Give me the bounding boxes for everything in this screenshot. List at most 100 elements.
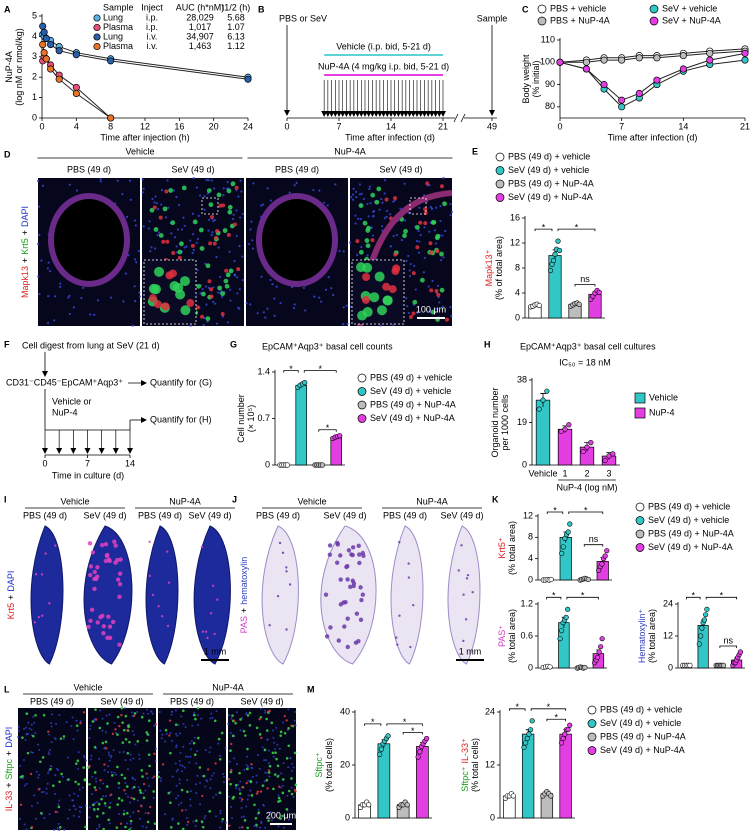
x-axis-label: Time after infection (d) — [608, 132, 698, 142]
nucleus — [238, 245, 241, 248]
mapk13-cell — [218, 203, 223, 208]
sftpc-cell — [246, 714, 250, 717]
lesion — [204, 630, 208, 633]
data-point — [618, 96, 626, 104]
nucleus — [32, 715, 35, 718]
nucleus — [176, 768, 179, 771]
inset-cell — [362, 272, 371, 281]
sftpc-cell — [26, 751, 30, 755]
legend-label: SeV (49 d) + NuP-4A — [370, 413, 455, 423]
chart-title: EpCAM⁺Aqp3⁺ basal cell cultures — [520, 341, 656, 351]
il33-cell — [241, 826, 244, 829]
data-point — [523, 740, 529, 746]
nucleus — [132, 811, 135, 814]
krt5-cell — [149, 207, 155, 213]
nucleus — [32, 751, 35, 754]
y-axis-label-part: (× 10⁵) — [246, 405, 256, 433]
airway-epithelium — [48, 193, 130, 287]
nucleus — [108, 822, 111, 825]
nucleus — [233, 273, 237, 276]
data-point — [679, 65, 687, 73]
nucleus — [211, 300, 215, 303]
nucleus — [196, 269, 199, 272]
nucleus — [27, 721, 30, 724]
il33-cell — [94, 788, 98, 792]
y-tick-label: 24 — [663, 598, 673, 608]
panel-letter: E — [472, 146, 478, 156]
bar — [557, 428, 573, 466]
nucleus — [362, 197, 365, 201]
sftpc-cell — [145, 731, 148, 734]
nucleus — [124, 782, 127, 785]
nucleus — [204, 814, 207, 817]
lesion — [360, 550, 366, 556]
nucleus — [184, 726, 187, 729]
nucleus — [415, 239, 418, 243]
inset-cell — [161, 302, 170, 311]
nucleus — [209, 746, 212, 749]
legend-cell: 1.07 — [227, 22, 245, 32]
nucleus — [358, 183, 362, 186]
sftpc-cell — [263, 748, 267, 752]
inset-cell — [168, 269, 177, 278]
nucleus — [38, 748, 41, 751]
y-axis-label-part: Sftpc⁺ — [314, 752, 324, 778]
nucleus — [277, 794, 280, 797]
nucleus — [270, 819, 273, 822]
micrograph — [228, 708, 296, 830]
nucleus — [47, 295, 50, 298]
nucleus — [182, 722, 185, 725]
lesion — [101, 630, 106, 636]
nucleus — [228, 714, 231, 717]
data-point — [544, 388, 550, 394]
nucleus — [25, 726, 28, 729]
nucleus — [104, 805, 107, 808]
nucleus — [358, 193, 361, 196]
nucleus — [304, 309, 307, 312]
significance-label: ns — [580, 274, 590, 284]
il33-cell — [230, 769, 233, 772]
sftpc-cell — [218, 791, 222, 794]
data-point — [602, 457, 608, 464]
nucleus — [37, 776, 40, 779]
nucleus — [137, 249, 141, 253]
mapk13-cell — [152, 205, 157, 210]
y-axis-label: per 1000 cells — [500, 394, 510, 451]
nucleus — [134, 224, 137, 227]
nucleus — [136, 799, 139, 802]
y-axis-label: (% total cells) — [324, 738, 334, 792]
krt5-cell — [220, 291, 226, 297]
mapk13-cell — [415, 245, 420, 250]
nucleus — [161, 733, 164, 736]
nucleus — [226, 180, 229, 184]
x-tick-label: 7 — [336, 121, 341, 131]
il33-cell — [267, 769, 271, 772]
lesion — [117, 642, 122, 647]
stain-label-part: Krt5 — [20, 238, 30, 255]
nucleus — [88, 816, 91, 819]
sftpc-cell — [181, 827, 185, 831]
nucleus — [224, 747, 227, 750]
il33-cell — [147, 811, 150, 815]
lung-section — [30, 525, 64, 665]
krt5-cell — [223, 278, 229, 284]
nucleus — [260, 822, 263, 825]
nucleus — [202, 323, 205, 327]
nucleus — [134, 778, 137, 781]
stain-label: Krt5+DAPI — [6, 571, 16, 620]
y-axis-label: Hematoxylin⁺ — [637, 609, 647, 664]
il33-cell — [149, 805, 152, 809]
nucleus — [334, 183, 337, 186]
nucleus — [36, 801, 39, 804]
inset-cell — [148, 294, 157, 303]
data-point — [417, 749, 423, 755]
il33-cell — [88, 764, 91, 768]
y-tick-label: 3 — [32, 51, 37, 61]
legend-marker — [357, 387, 367, 396]
nucleus — [404, 219, 407, 222]
nucleus — [392, 200, 395, 203]
lesion — [345, 616, 350, 621]
nucleus — [89, 724, 92, 727]
data-point — [562, 731, 568, 737]
nucleus — [231, 217, 235, 221]
